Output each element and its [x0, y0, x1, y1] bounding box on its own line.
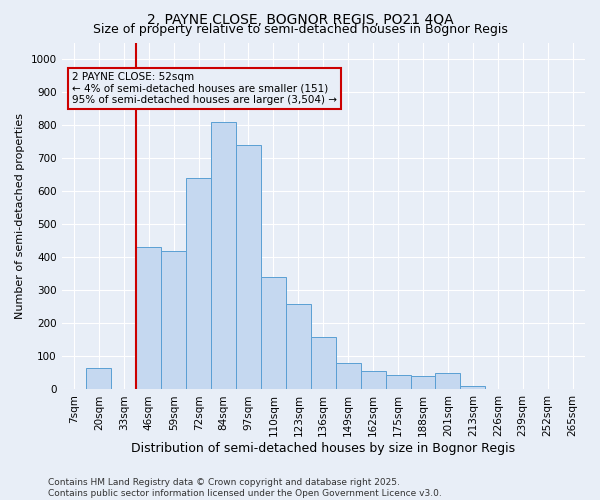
Bar: [161, 250, 186, 390]
Text: Contains HM Land Registry data © Crown copyright and database right 2025.
Contai: Contains HM Land Registry data © Crown c…: [48, 478, 442, 498]
Bar: [460, 386, 485, 390]
X-axis label: Distribution of semi-detached houses by size in Bognor Regis: Distribution of semi-detached houses by …: [131, 442, 515, 455]
Bar: [286, 304, 311, 390]
Bar: [410, 376, 436, 390]
Bar: [236, 145, 261, 390]
Text: 2 PAYNE CLOSE: 52sqm
← 4% of semi-detached houses are smaller (151)
95% of semi-: 2 PAYNE CLOSE: 52sqm ← 4% of semi-detach…: [72, 72, 337, 105]
Bar: [211, 122, 236, 390]
Bar: [386, 374, 410, 390]
Text: Size of property relative to semi-detached houses in Bognor Regis: Size of property relative to semi-detach…: [92, 22, 508, 36]
Bar: [361, 372, 386, 390]
Bar: [136, 248, 161, 390]
Bar: [311, 336, 336, 390]
Bar: [261, 277, 286, 390]
Y-axis label: Number of semi-detached properties: Number of semi-detached properties: [15, 113, 25, 319]
Text: 2, PAYNE CLOSE, BOGNOR REGIS, PO21 4QA: 2, PAYNE CLOSE, BOGNOR REGIS, PO21 4QA: [146, 12, 454, 26]
Bar: [86, 368, 112, 390]
Bar: [186, 178, 211, 390]
Bar: [436, 373, 460, 390]
Bar: [336, 363, 361, 390]
